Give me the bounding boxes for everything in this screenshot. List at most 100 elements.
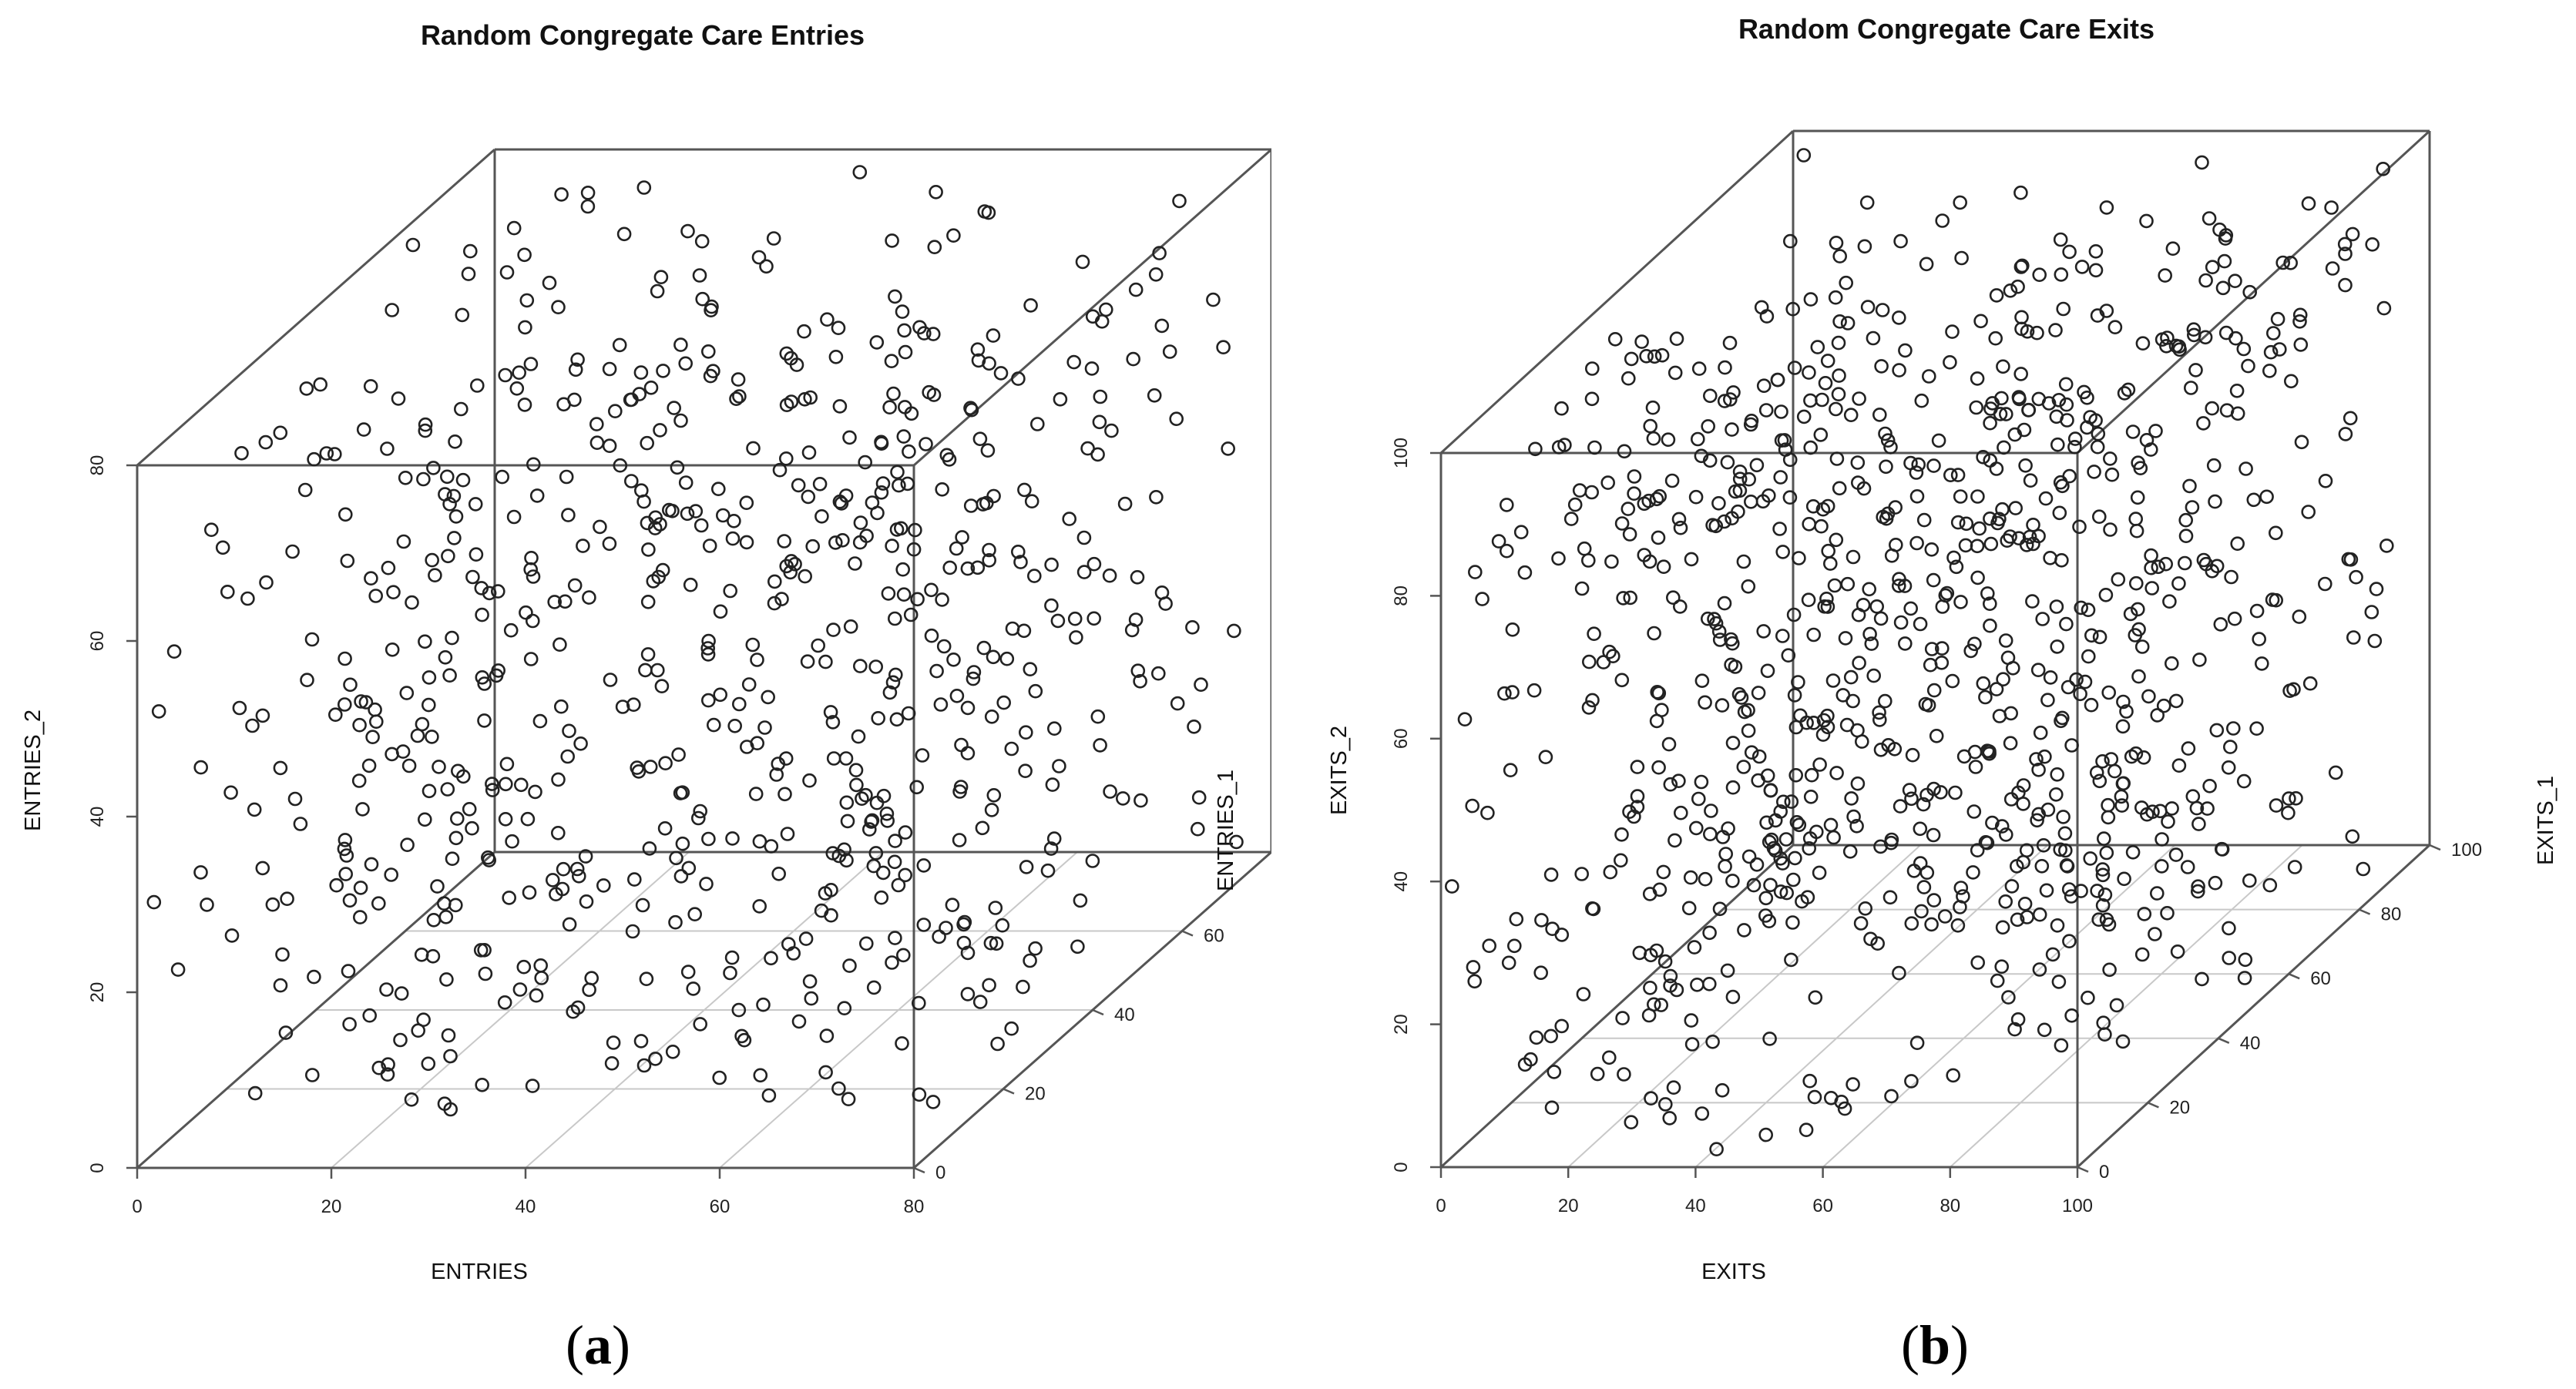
data-point [2049,599,2064,614]
data-point [745,637,761,653]
data-point [1133,673,1147,689]
data-point [741,677,757,692]
data-point [979,495,994,511]
x-tick-label: 40 [516,1196,536,1217]
data-point [700,693,716,708]
data-point [1784,952,1798,968]
data-point [1102,568,1117,583]
data-point [1946,550,1961,565]
data-point [1668,833,1682,848]
data-point [615,700,630,714]
data-point [2178,555,2192,571]
data-point [1926,893,1942,908]
data-point [1624,1115,1639,1129]
data-point [273,760,288,776]
data-point [285,544,300,559]
box-edge [136,148,495,467]
data-point [1966,865,1980,880]
data-point [461,267,476,281]
data-point [1704,804,1718,818]
data-point [343,677,358,693]
data-point [1711,624,1727,639]
data-point [1758,1127,1774,1142]
data-point [638,663,653,678]
data-point [1169,411,1184,427]
data-point [853,515,868,530]
data-point [753,1068,768,1083]
data-point [655,562,670,578]
data-point [1782,233,1798,249]
data-point [865,495,880,510]
data-point [869,335,885,350]
data-point [1744,745,1759,760]
data-point [1815,502,1831,517]
data-point [1931,433,1946,448]
data-point [2096,1015,2111,1030]
z-axis-label: ENTRIES_1 [1214,770,1238,891]
data-point [802,974,818,989]
data-point [791,1014,807,1029]
data-point [1763,783,1778,797]
data-point [1668,365,1683,381]
data-point [1812,865,1827,881]
data-point [1717,596,1732,611]
data-point [1754,300,1769,315]
data-point [1654,703,1669,718]
data-point [2054,1038,2069,1053]
data-point [680,223,695,239]
data-point [2219,403,2235,418]
data-point [1913,821,1928,837]
data-point [922,384,936,400]
data-point [1639,348,1654,364]
data-point [2181,741,2196,756]
data-point [2003,706,2019,721]
data-point [1996,359,2010,374]
data-point [273,978,288,993]
data-point [1533,965,1549,980]
data-point [432,760,446,774]
data-point [1849,819,1864,834]
data-point [1840,576,1856,592]
data-point [1969,400,1984,415]
data-point [455,472,471,488]
data-point [1117,496,1133,512]
data-point [1691,791,1706,807]
data-point [2293,337,2309,352]
data-point [688,504,704,518]
data-point [445,630,459,646]
data-point [889,522,905,537]
data-point [2168,693,2184,709]
data-point [1737,704,1752,720]
data-point [1600,475,1616,490]
data-point [774,592,789,606]
data-point [1972,521,1987,536]
data-point [342,1017,357,1032]
data-point [523,652,539,666]
data-point [2249,603,2265,619]
data-point [1859,195,1875,210]
data-point [2077,384,2091,400]
data-point [1829,235,1844,250]
data-point [1673,805,1688,820]
y-tick-label: 0 [87,1163,108,1173]
data-point [818,1065,833,1080]
data-point [2187,327,2202,343]
data-point [777,534,792,549]
data-point [498,812,513,827]
data-point [1839,275,1854,290]
data-point [401,758,417,773]
data-point [1812,757,1827,772]
data-point [986,488,1001,504]
data-point [339,848,354,863]
data-point [2090,884,2104,898]
data-point [1883,440,1898,455]
data-point [690,810,706,826]
data-point [841,1092,856,1106]
data-point [1846,693,1860,709]
data-point [2084,697,2099,713]
z-tick-mark [2147,1102,2159,1109]
data-point [1983,511,1997,526]
data-point [1751,749,1767,764]
data-point [2376,300,2392,316]
data-point [2090,439,2105,455]
